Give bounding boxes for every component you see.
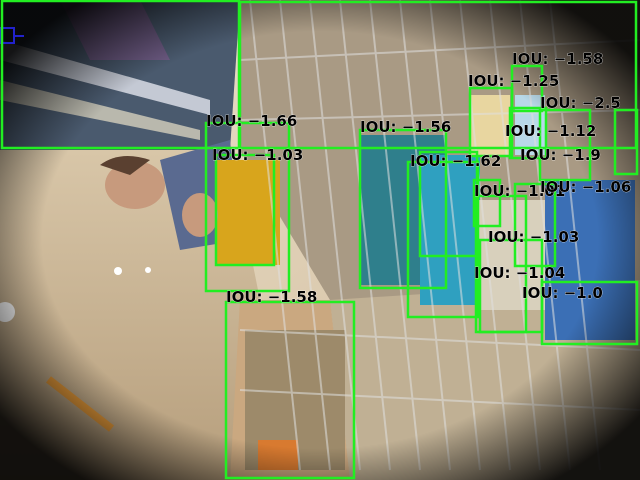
iou-label: IOU: −1.58 xyxy=(226,288,317,306)
detection-box xyxy=(358,128,448,290)
detection-box xyxy=(204,121,291,293)
iou-label: IOU: −1.9 xyxy=(520,146,601,164)
iou-label: IOU: −1.66 xyxy=(206,112,297,130)
detection-box xyxy=(238,0,638,150)
iou-label: IOU: −1.25 xyxy=(468,72,559,90)
iou-label: IOU: −1.06 xyxy=(540,178,631,196)
detection-box xyxy=(508,106,548,160)
iou-label: IOU: −1.56 xyxy=(360,118,451,136)
detection-box xyxy=(468,86,514,158)
detection-labels: IOU: −1.58 IOU: −1.25 IOU: −2.5 IOU: −1.… xyxy=(206,50,632,307)
detection-box xyxy=(613,108,639,176)
detection-box xyxy=(510,64,544,113)
tracker-marker xyxy=(0,27,24,44)
iou-label: IOU: −2.5 xyxy=(540,94,621,112)
detection-box xyxy=(224,300,356,480)
detection-box xyxy=(513,182,557,268)
iou-label: IOU: −1.03 xyxy=(488,228,579,246)
detection-box xyxy=(214,153,276,267)
iou-label: IOU: −1.58 xyxy=(512,50,603,68)
iou-label: IOU: −1.04 xyxy=(474,264,565,282)
iou-label: IOU: −1.12 xyxy=(505,122,596,140)
iou-label: IOU: −1.03 xyxy=(212,146,303,164)
iou-label: IOU: −1.01 xyxy=(474,182,565,200)
iou-label: IOU: −1.62 xyxy=(410,152,501,170)
iou-label: IOU: −1.0 xyxy=(522,284,603,302)
detection-box xyxy=(472,178,502,228)
detection-box xyxy=(540,280,639,346)
detection-box xyxy=(538,108,592,182)
